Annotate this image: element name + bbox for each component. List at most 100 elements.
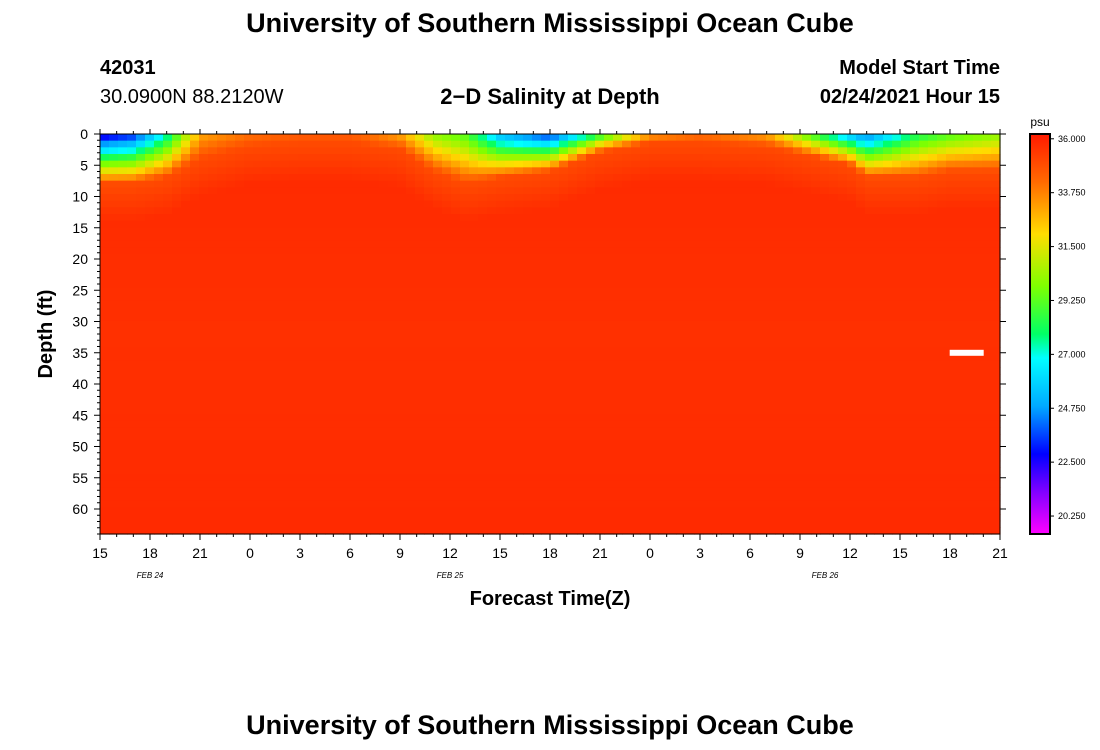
heatmap-cell <box>118 507 128 515</box>
heatmap-cell <box>154 527 164 535</box>
heatmap-cell <box>820 507 830 515</box>
heatmap-cell <box>253 474 263 482</box>
heatmap-cell <box>226 374 236 382</box>
heatmap-cell <box>271 160 281 168</box>
heatmap-cell <box>631 414 641 422</box>
heatmap-cell <box>361 240 371 248</box>
heatmap-cell <box>730 487 740 495</box>
heatmap-cell <box>721 460 731 468</box>
heatmap-cell <box>685 520 695 528</box>
heatmap-cell <box>307 167 317 175</box>
heatmap-cell <box>640 167 650 175</box>
heatmap-cell <box>352 414 362 422</box>
heatmap-cell <box>685 320 695 328</box>
heatmap-cell <box>739 140 749 148</box>
heatmap-cell <box>694 180 704 188</box>
heatmap-cell <box>442 387 452 395</box>
heatmap-cell <box>622 527 632 535</box>
heatmap-cell <box>460 254 470 262</box>
heatmap-cell <box>316 387 326 395</box>
heatmap-cell <box>550 147 560 155</box>
heatmap-cell <box>514 214 524 222</box>
heatmap-cell <box>712 314 722 322</box>
heatmap-cell <box>208 294 218 302</box>
heatmap-cell <box>514 527 524 535</box>
heatmap-cell <box>505 214 515 222</box>
heatmap-cell <box>496 480 506 488</box>
heatmap-cell <box>190 320 200 328</box>
heatmap-cell <box>199 354 209 362</box>
heatmap-cell <box>370 467 380 475</box>
heatmap-cell <box>829 227 839 235</box>
heatmap-cell <box>829 247 839 255</box>
heatmap-cell <box>145 307 155 315</box>
heatmap-cell <box>487 240 497 248</box>
heatmap-cell <box>568 514 578 522</box>
heatmap-cell <box>217 407 227 415</box>
heatmap-cell <box>649 227 659 235</box>
heatmap-cell <box>811 167 821 175</box>
heatmap-cell <box>334 394 344 402</box>
heatmap-cell <box>487 354 497 362</box>
heatmap-cell <box>397 427 407 435</box>
heatmap-cell <box>406 474 416 482</box>
heatmap-cell <box>613 327 623 335</box>
heatmap-cell <box>712 394 722 402</box>
heatmap-cell <box>703 447 713 455</box>
heatmap-cell <box>244 374 254 382</box>
heatmap-cell <box>154 454 164 462</box>
heatmap-cell <box>262 274 272 282</box>
heatmap-cell <box>199 234 209 242</box>
heatmap-cell <box>352 247 362 255</box>
heatmap-cell <box>658 267 668 275</box>
heatmap-cell <box>109 427 119 435</box>
heatmap-cell <box>478 520 488 528</box>
heatmap-cell <box>217 494 227 502</box>
heatmap-cell <box>451 327 461 335</box>
heatmap-cell <box>712 134 722 142</box>
heatmap-cell <box>370 440 380 448</box>
heatmap-cell <box>622 360 632 368</box>
heatmap-cell <box>784 187 794 195</box>
heatmap-cell <box>595 347 605 355</box>
heatmap-cell <box>280 174 290 182</box>
heatmap-cell <box>757 367 767 375</box>
heatmap-cell <box>136 174 146 182</box>
heatmap-cell <box>757 300 767 308</box>
heatmap-cell <box>820 160 830 168</box>
heatmap-cell <box>658 460 668 468</box>
heatmap-cell <box>181 494 191 502</box>
heatmap-cell <box>523 160 533 168</box>
heatmap-cell <box>343 500 353 508</box>
heatmap-cell <box>352 507 362 515</box>
heatmap-cell <box>685 327 695 335</box>
heatmap-cell <box>379 240 389 248</box>
heatmap-cell <box>487 147 497 155</box>
heatmap-cell <box>622 500 632 508</box>
heatmap-cell <box>172 487 182 495</box>
heatmap-cell <box>379 334 389 342</box>
heatmap-cell <box>478 527 488 535</box>
heatmap-cell <box>811 260 821 268</box>
heatmap-cell <box>730 267 740 275</box>
heatmap-cell <box>712 380 722 388</box>
heatmap-cell <box>523 174 533 182</box>
heatmap-cell <box>406 220 416 228</box>
heatmap-cell <box>307 487 317 495</box>
heatmap-cell <box>181 400 191 408</box>
heatmap-cell <box>325 134 335 142</box>
heatmap-cell <box>568 234 578 242</box>
heatmap-cell <box>271 147 281 155</box>
heatmap-cell <box>361 394 371 402</box>
heatmap-cell <box>667 420 677 428</box>
heatmap-cell <box>550 440 560 448</box>
heatmap-cell <box>271 334 281 342</box>
heatmap-cell <box>496 167 506 175</box>
heatmap-cell <box>685 414 695 422</box>
heatmap-cell <box>577 360 587 368</box>
heatmap-cell <box>163 147 173 155</box>
heatmap-cell <box>685 300 695 308</box>
heatmap-cell <box>721 434 731 442</box>
heatmap-cell <box>478 394 488 402</box>
heatmap-cell <box>415 154 425 162</box>
